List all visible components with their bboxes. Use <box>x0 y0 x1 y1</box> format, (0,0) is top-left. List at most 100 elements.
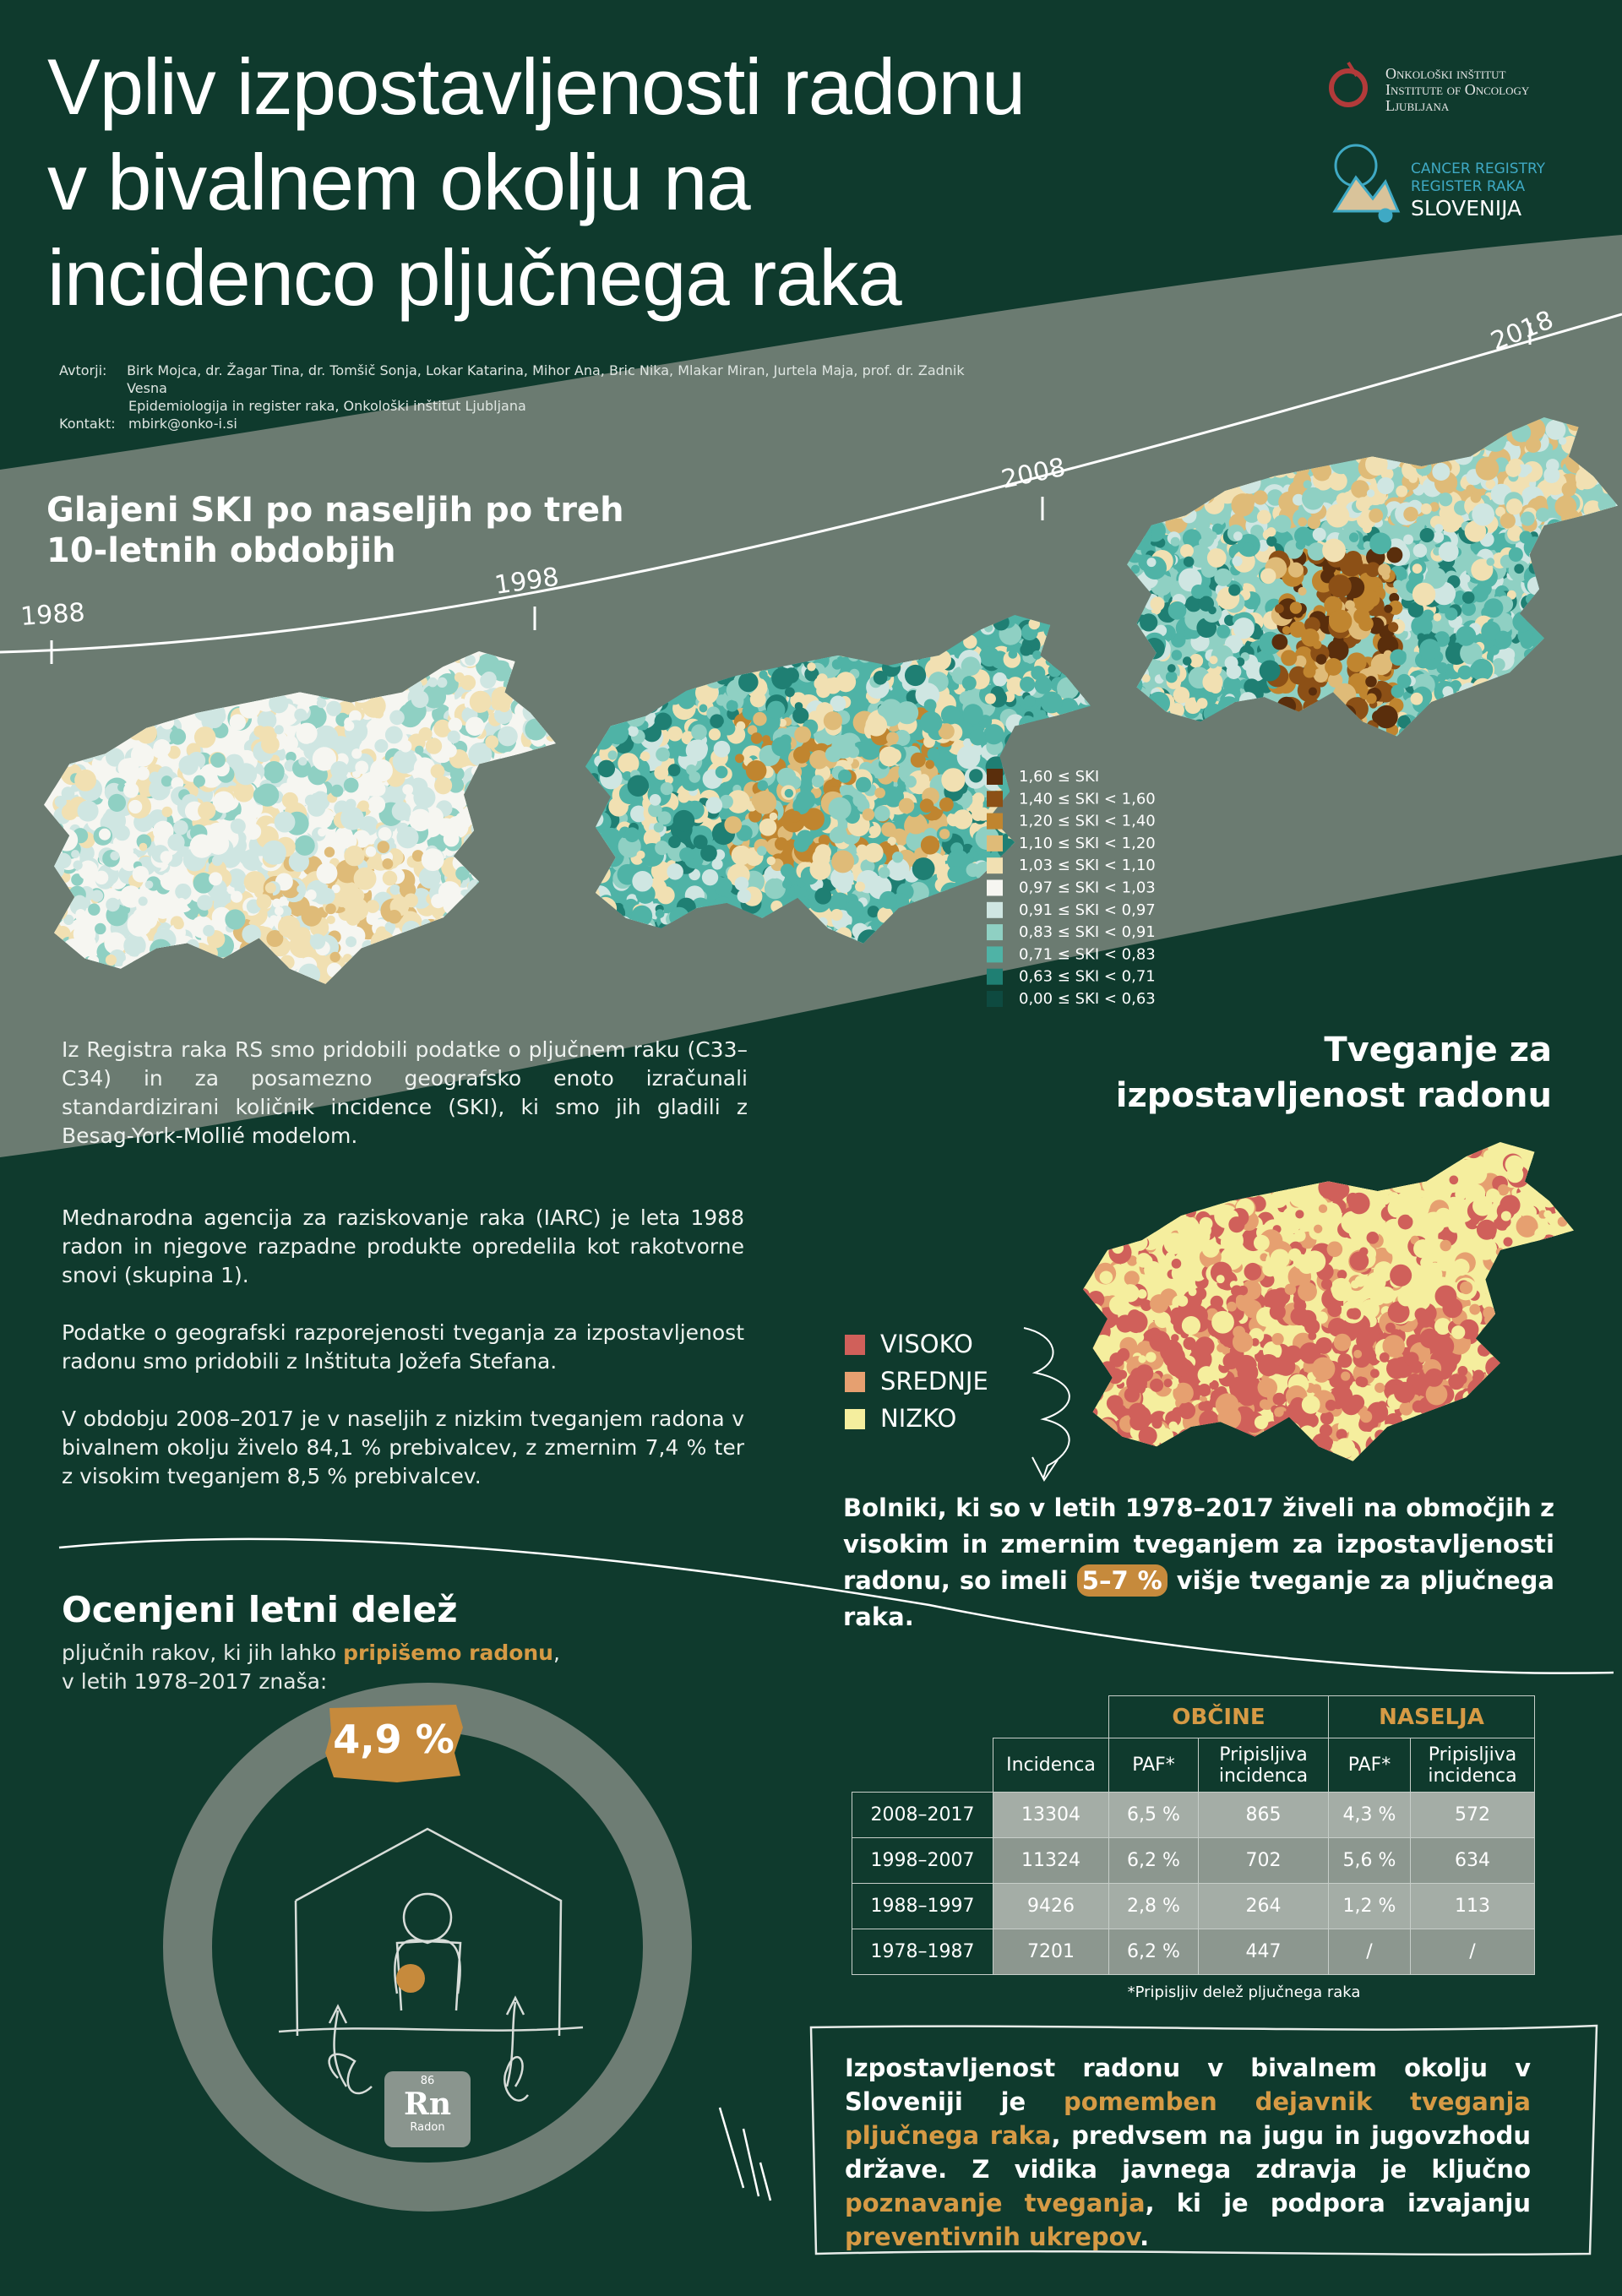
map-cell <box>665 775 673 785</box>
map-cell <box>857 697 869 710</box>
map-cell <box>668 835 681 848</box>
map-cell <box>756 846 767 857</box>
map-cell <box>879 890 897 909</box>
map-cell <box>714 877 732 896</box>
map-cell <box>650 861 672 882</box>
map-cell <box>1130 564 1140 574</box>
map-cell <box>330 784 344 797</box>
map-cell <box>318 828 327 837</box>
map-cell <box>749 691 766 708</box>
map-cell <box>309 933 326 949</box>
map-cell <box>923 699 937 712</box>
map-cell <box>378 827 392 841</box>
map-cell <box>686 764 697 775</box>
map-cell <box>374 738 389 753</box>
map-cell <box>370 759 393 782</box>
map-cell <box>867 906 879 918</box>
map-cell <box>863 842 884 863</box>
map-cell <box>61 786 75 801</box>
map-cell <box>713 740 731 758</box>
map-cell <box>816 673 828 685</box>
map-cell <box>984 693 996 705</box>
map-cell <box>716 694 728 706</box>
map-cell <box>655 841 670 856</box>
map-cell <box>133 748 147 761</box>
map-cell <box>399 739 412 753</box>
map-cell <box>1393 579 1403 590</box>
map-cell <box>460 675 476 691</box>
map-cell <box>325 903 336 915</box>
map-cell <box>144 880 154 890</box>
map-cell <box>415 745 424 755</box>
map-cell <box>735 754 744 764</box>
map-cell <box>910 752 926 768</box>
map-cell <box>711 858 723 870</box>
map-cell <box>61 803 79 821</box>
map-cell <box>956 745 981 770</box>
map-cell <box>212 791 235 813</box>
map-cell <box>1034 676 1053 694</box>
map-cell <box>332 889 351 907</box>
map-cell <box>1489 645 1500 656</box>
map-cell <box>855 776 872 793</box>
map-cell <box>411 850 424 862</box>
map-cell <box>726 699 738 712</box>
map-cell <box>737 889 752 903</box>
map-cell <box>708 728 721 741</box>
map-cell <box>618 753 640 775</box>
map-cell <box>882 842 892 852</box>
map-cell <box>653 822 664 833</box>
map-cell <box>281 792 298 809</box>
map-cell <box>976 807 990 821</box>
map-cell <box>169 728 187 745</box>
map-cell <box>1189 654 1204 668</box>
map-cell <box>1581 486 1599 504</box>
map-cell <box>643 829 661 847</box>
map-cell <box>796 790 816 810</box>
map-cell <box>862 808 875 821</box>
map-cell <box>117 758 138 778</box>
map-cell <box>149 771 161 784</box>
map-cell <box>78 860 98 880</box>
map-cell <box>231 890 243 903</box>
map-cell <box>830 695 846 712</box>
map-cell <box>660 781 673 796</box>
map-cell <box>1324 596 1343 615</box>
map-cell <box>274 725 284 735</box>
map-cell <box>606 721 629 745</box>
map-cell <box>1169 703 1184 718</box>
map-cell <box>886 732 899 745</box>
map-cell <box>715 765 728 779</box>
map-cell <box>1558 437 1567 445</box>
map-cell <box>1020 676 1036 693</box>
map-cell <box>71 873 84 886</box>
map-cell <box>818 835 830 846</box>
map-cell <box>904 775 917 788</box>
map-cell <box>480 672 496 689</box>
map-cell <box>355 760 369 775</box>
map-cell <box>764 878 786 900</box>
map-cell <box>326 915 335 925</box>
map-cell <box>622 770 633 781</box>
map-cell <box>829 828 846 844</box>
map-cell <box>919 798 934 813</box>
map-cell <box>448 717 463 732</box>
map-cell <box>700 845 717 862</box>
map-cell <box>391 801 411 821</box>
map-cell <box>365 846 377 857</box>
map-cell <box>631 905 653 927</box>
map-cell <box>106 897 120 912</box>
map-cell <box>736 721 746 731</box>
map-cell <box>455 866 470 881</box>
map-cell <box>846 900 864 918</box>
map-cell <box>874 787 885 799</box>
map-cell <box>753 711 767 726</box>
map-cell <box>898 797 915 814</box>
map-cell <box>873 670 888 685</box>
map-cell <box>993 672 1007 687</box>
map-cell <box>628 726 639 737</box>
map-cell <box>128 799 143 814</box>
map-cell <box>759 670 768 679</box>
map-cell <box>941 768 966 792</box>
map-cell <box>74 769 96 792</box>
